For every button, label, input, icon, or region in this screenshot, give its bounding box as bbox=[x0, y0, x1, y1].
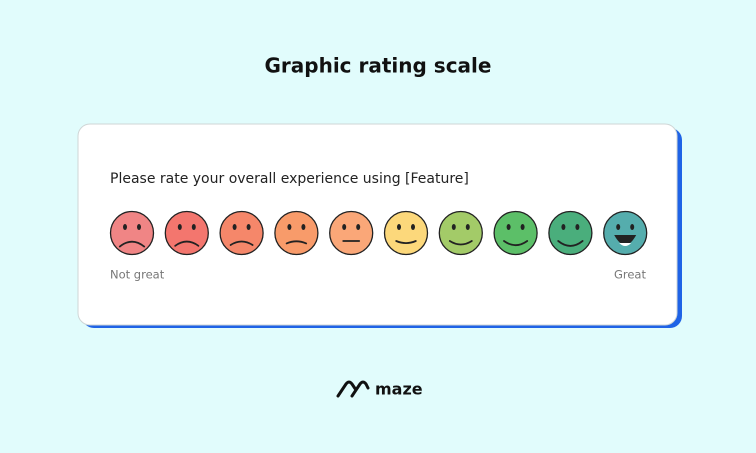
face-option[interactable] bbox=[219, 210, 264, 256]
face bbox=[164, 210, 209, 256]
eye bbox=[177, 224, 182, 230]
eye bbox=[411, 224, 415, 230]
eye bbox=[342, 224, 347, 230]
card bbox=[77, 123, 678, 326]
mouth bbox=[285, 240, 308, 245]
face bbox=[274, 210, 319, 256]
eye bbox=[506, 224, 511, 230]
face-option[interactable] bbox=[109, 210, 155, 256]
eye bbox=[465, 224, 470, 230]
face bbox=[109, 210, 155, 256]
title: Graphic rating scale bbox=[265, 54, 492, 78]
mouth bbox=[395, 240, 417, 244]
eye bbox=[137, 224, 141, 230]
face bbox=[438, 210, 483, 256]
eye bbox=[232, 224, 237, 230]
mouth bbox=[118, 240, 146, 248]
face-option[interactable] bbox=[383, 210, 429, 256]
eye bbox=[575, 224, 580, 230]
eye bbox=[397, 224, 401, 230]
logo-mark bbox=[336, 380, 370, 398]
mouth bbox=[614, 235, 637, 245]
eye bbox=[356, 224, 361, 230]
eye bbox=[520, 224, 525, 230]
low-label: Not great bbox=[110, 268, 165, 282]
mouth bbox=[174, 240, 200, 247]
eye bbox=[191, 224, 196, 230]
face bbox=[383, 210, 429, 256]
eye bbox=[287, 224, 292, 230]
face-option[interactable] bbox=[329, 210, 374, 256]
eye bbox=[301, 224, 306, 230]
brand-logo bbox=[336, 380, 370, 398]
eye bbox=[630, 224, 635, 230]
tongue bbox=[619, 243, 632, 246]
eye bbox=[123, 224, 127, 230]
face-option[interactable] bbox=[274, 210, 319, 256]
question: Please rate your overall experience usin… bbox=[110, 171, 469, 187]
eye bbox=[616, 224, 621, 230]
high-label: Great bbox=[614, 268, 647, 282]
face bbox=[603, 210, 648, 256]
mouth bbox=[557, 240, 584, 247]
eye bbox=[561, 224, 566, 230]
face-option[interactable] bbox=[548, 210, 593, 256]
eye bbox=[246, 224, 251, 230]
brand-name: maze bbox=[375, 380, 423, 399]
mouth bbox=[448, 240, 473, 246]
face bbox=[219, 210, 264, 256]
mouth bbox=[503, 240, 529, 247]
eye bbox=[451, 224, 456, 230]
face bbox=[329, 210, 374, 256]
face-option[interactable] bbox=[493, 210, 538, 256]
face bbox=[493, 210, 538, 256]
face-option[interactable] bbox=[603, 210, 648, 256]
face-option[interactable] bbox=[438, 210, 483, 256]
face-scale bbox=[109, 210, 648, 256]
face bbox=[548, 210, 593, 256]
mouth bbox=[229, 240, 254, 246]
face-option[interactable] bbox=[164, 210, 209, 256]
